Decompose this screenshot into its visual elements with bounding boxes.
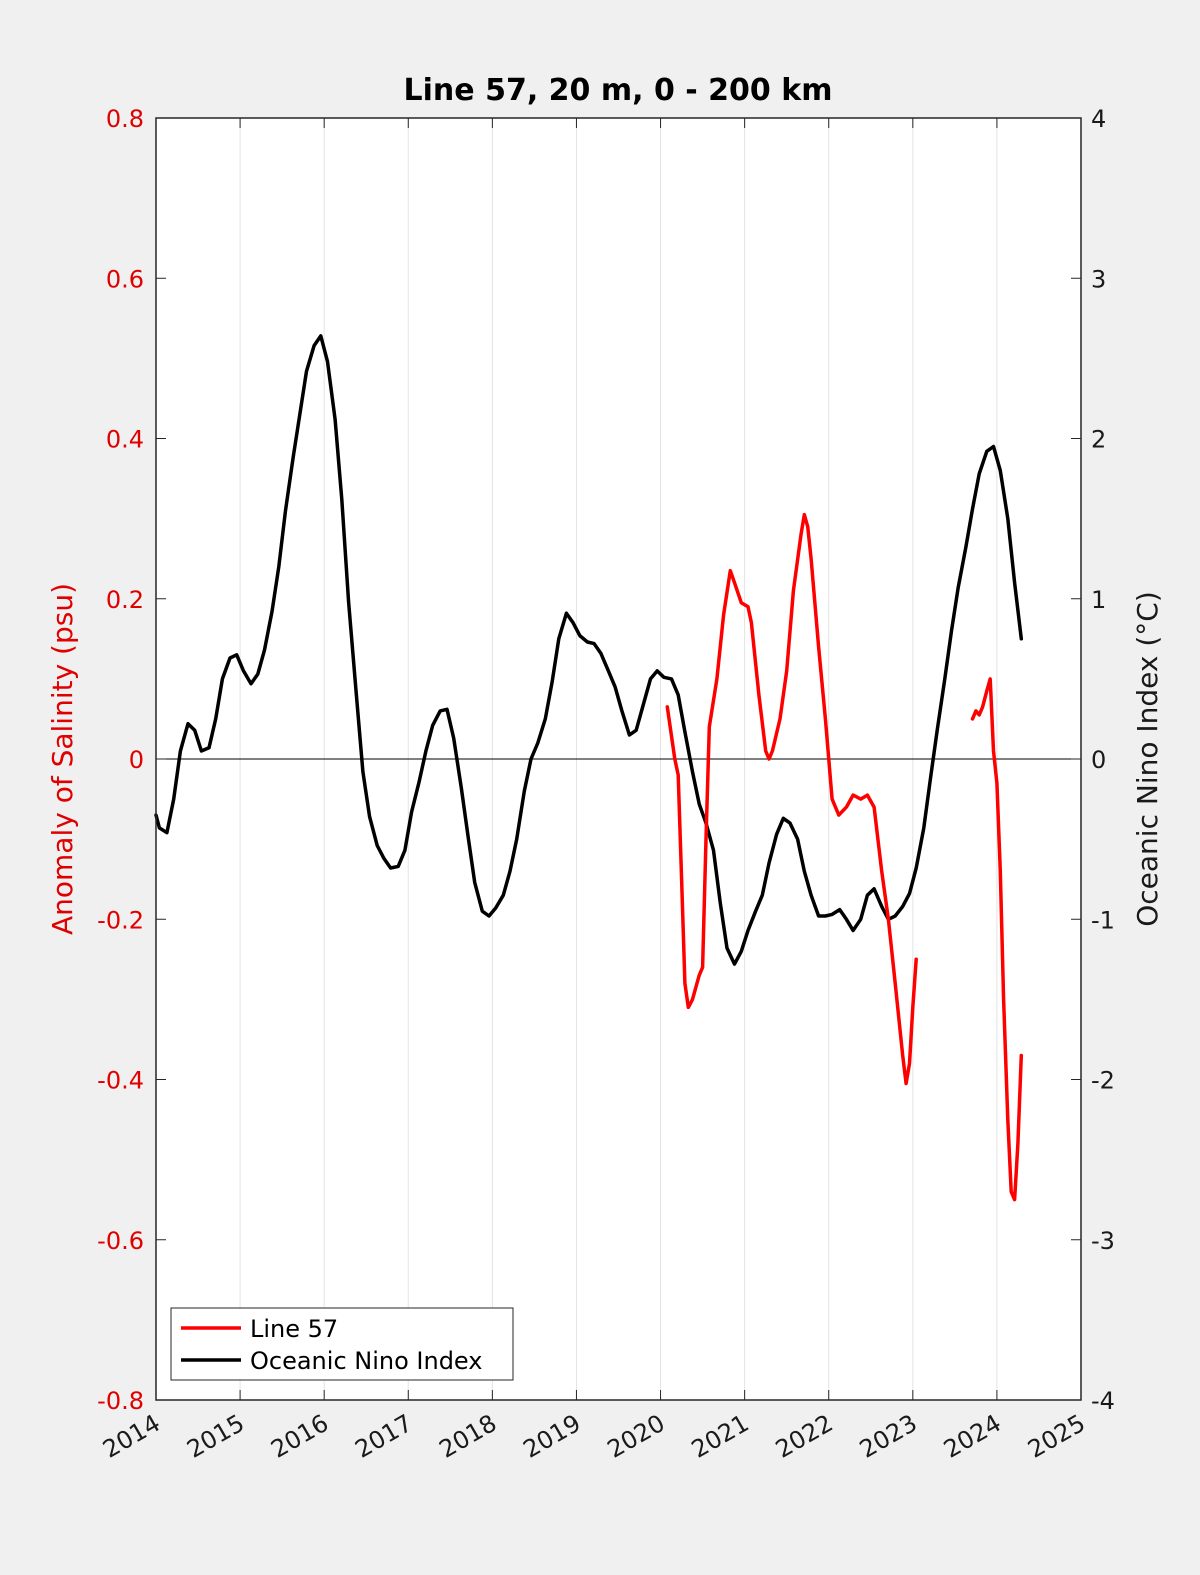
tick-labels: 2014 2015 2016 2017 2018 2019 2020 2021 2022 2023…: [97, 105, 1115, 1464]
y-right-tick-label: 3: [1091, 265, 1106, 293]
y-axis-left-label: Anomaly of Salinity (psu): [46, 583, 79, 935]
y-left-tick-label: 0.4: [106, 426, 144, 454]
y-axis-right-label: Oceanic Nino Index (°C): [1131, 591, 1164, 927]
y-left-tick-label: 0: [129, 746, 144, 774]
y-right-tick-label: -1: [1091, 906, 1115, 934]
series-line57-segment-2: [970, 677, 1024, 1202]
y-right-tick-label: 4: [1091, 105, 1106, 133]
series-oceanic-nino-index-line: [154, 334, 1024, 966]
chart-title: Line 57, 20 m, 0 - 200 km: [404, 73, 833, 108]
y-left-tick-label: -0.8: [97, 1387, 144, 1415]
legend-label-oni: Oceanic Nino Index: [250, 1347, 482, 1375]
y-right-tick-label: 2: [1091, 426, 1106, 454]
y-left-tick-label: -0.6: [97, 1227, 144, 1255]
y-right-tick-label: -2: [1091, 1067, 1115, 1095]
y-left-tick-label: 0.2: [106, 586, 144, 614]
y-right-tick-label: -4: [1091, 1387, 1115, 1415]
y-left-tick-label: -0.4: [97, 1067, 144, 1095]
y-left-tick-label: 0.6: [106, 265, 144, 293]
y-left-tick-label: 0.8: [106, 105, 144, 133]
series-line57-segment-1: [665, 512, 918, 1086]
tick-marks: [155, 117, 1082, 1401]
legend-label-line57: Line 57: [250, 1315, 338, 1343]
y-right-tick-label: 0: [1091, 746, 1106, 774]
y-right-tick-label: 1: [1091, 586, 1106, 614]
legend-box: [170, 1307, 514, 1381]
series-layer: [154, 334, 1024, 1202]
y-right-tick-label: -3: [1091, 1227, 1115, 1255]
legend: Line 57 Oceanic Nino Index: [170, 1307, 514, 1381]
y-left-tick-label: -0.2: [97, 906, 144, 934]
